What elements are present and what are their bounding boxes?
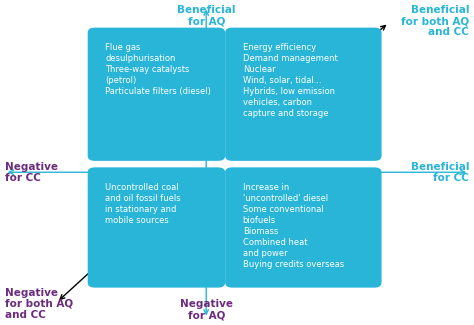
Text: Flue gas
desulphurisation
Three-way catalysts
(petrol)
Particulate filters (dies: Flue gas desulphurisation Three-way cata…: [105, 43, 211, 96]
Text: Negative
for AQ: Negative for AQ: [180, 299, 233, 320]
Text: Uncontrolled coal
and oil fossil fuels
in stationary and
mobile sources: Uncontrolled coal and oil fossil fuels i…: [105, 183, 181, 225]
FancyBboxPatch shape: [225, 28, 382, 161]
Text: Energy efficiency
Demand management
Nuclear
Wind, solar, tidal...
Hybrids, low e: Energy efficiency Demand management Nucl…: [243, 43, 337, 119]
FancyBboxPatch shape: [88, 167, 225, 288]
Text: Beneficial
for CC: Beneficial for CC: [411, 162, 469, 183]
Text: Beneficial
for AQ: Beneficial for AQ: [177, 5, 236, 26]
Text: Beneficial
for both AQ
and CC: Beneficial for both AQ and CC: [401, 5, 469, 37]
Text: Negative
for both AQ
and CC: Negative for both AQ and CC: [5, 288, 73, 320]
Text: Increase in
'uncontrolled' diesel
Some conventional
biofuels
Biomass
Combined he: Increase in 'uncontrolled' diesel Some c…: [243, 183, 344, 269]
FancyBboxPatch shape: [88, 28, 225, 161]
FancyBboxPatch shape: [225, 167, 382, 288]
Text: Negative
for CC: Negative for CC: [5, 162, 58, 183]
